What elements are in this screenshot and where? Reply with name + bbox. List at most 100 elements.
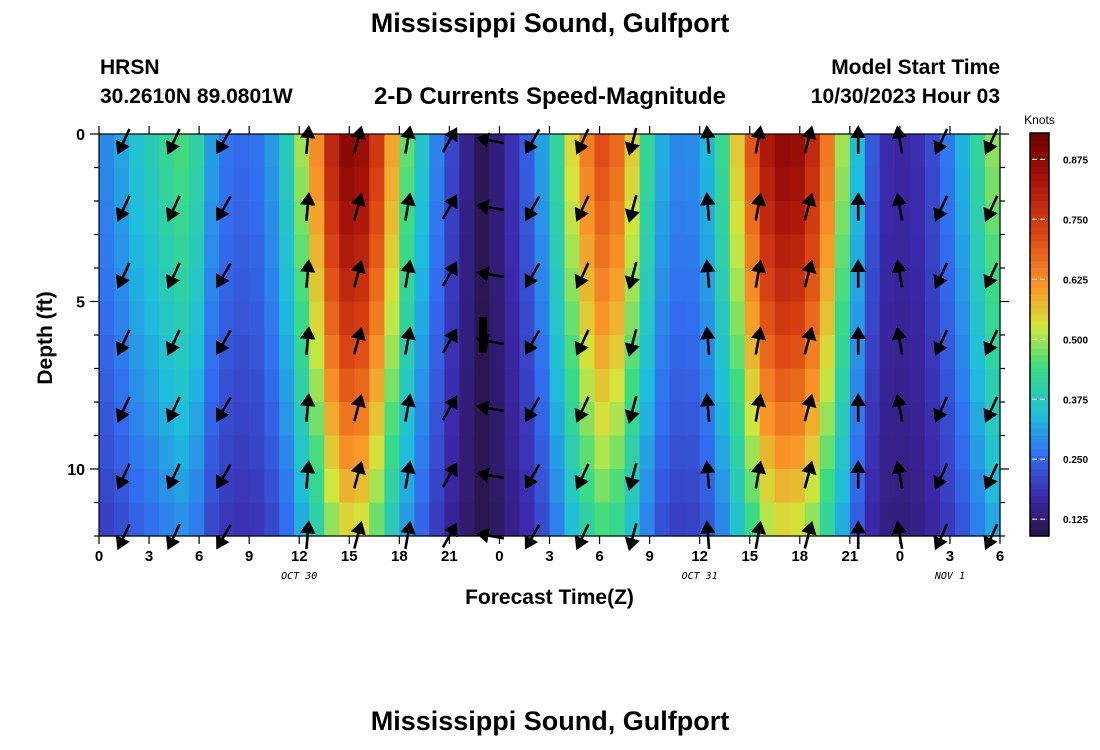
colorbar-segment [1030,482,1049,490]
heatmap-cell [669,268,686,303]
colorbar-tick-label: 0.625 [1063,275,1088,286]
heatmap-cell [504,335,521,370]
heatmap-cell [204,167,220,202]
heatmap-cell [879,201,896,236]
heatmap-cell [819,435,836,470]
heatmap-cell [714,201,731,236]
heatmap-cell [699,402,716,437]
heatmap-cell [234,301,250,336]
colorbar-segment [1030,475,1049,483]
heatmap-cell [474,502,491,537]
heatmap-cell [474,167,491,202]
heatmap-cell [264,268,280,303]
heatmap-cell [609,469,626,504]
heatmap-cell [969,335,986,370]
heatmap-cell [534,201,551,236]
heatmap-cell [294,268,310,303]
x-tick-label: 3 [946,548,954,565]
heatmap-cell [579,502,596,537]
heatmap-cell [159,435,175,470]
heatmap-cell [609,201,626,236]
heatmap-cell [789,268,806,303]
heatmap-cell [279,201,295,236]
heatmap-cell [234,469,250,504]
heatmap-cell [729,201,746,236]
colorbar-segment [1030,435,1049,443]
heatmap-cell [819,167,836,202]
colorbar-tick-label: 0.875 [1063,155,1088,166]
heatmap-cell [309,167,325,202]
heatmap-cell [189,268,205,303]
heatmap-cell [729,368,746,403]
heatmap-cell [384,402,400,437]
heatmap-cell [249,201,265,236]
heatmap-cell [624,435,641,470]
heatmap-cell [234,201,250,236]
heatmap-cell [864,234,881,269]
heatmap-cell [459,368,476,403]
heatmap-cell [744,435,761,470]
heatmap-cell [189,301,205,336]
heatmap-cell [609,435,626,470]
heatmap-cell [459,234,476,269]
colorbar-segment [1030,247,1049,255]
heatmap-cell [879,234,896,269]
heatmap-cell [789,469,806,504]
x-tick-label: 12 [291,548,308,565]
heatmap-cell [879,502,896,537]
heatmap-cell [384,502,400,537]
current-vector-arrow [983,396,999,423]
heatmap-cell [504,368,521,403]
heatmap-cell [369,268,385,303]
heatmap-cell [669,368,686,403]
heatmap-cell [789,234,806,269]
heatmap-cell [789,368,806,403]
heatmap-cell [864,469,881,504]
heatmap-cell [144,402,160,437]
date-label: OCT 31 [682,571,718,582]
heatmap-cell [864,335,881,370]
heatmap-cell [384,134,400,169]
heatmap-cell [954,234,971,269]
current-vector-arrow [933,463,949,490]
heatmap-cell [324,268,340,303]
colorbar-segment [1030,213,1049,221]
model-start-label: Model Start Time [831,56,1000,79]
heatmap-cell [429,402,445,437]
heatmap-cell [924,502,941,537]
heatmap-cell [684,201,701,236]
heatmap-cell [369,234,385,269]
heatmap-cell [519,234,536,269]
heatmap-cell [159,502,175,537]
forecast-marker [478,317,487,353]
heatmap-cell [939,435,956,470]
heatmap-cell [594,201,611,236]
heatmap-cell [654,335,671,370]
heatmap-cell [924,368,941,403]
current-vector-arrow [801,393,817,422]
colorbar-segment [1030,522,1049,530]
heatmap-cell [954,201,971,236]
heatmap-cell [834,368,851,403]
current-vector-arrow [801,259,817,288]
heatmap-cell [474,368,491,403]
current-vector-arrow [350,192,366,221]
heatmap-cell [129,201,145,236]
heatmap-cell [249,335,265,370]
heatmap-cell [594,435,611,470]
heatmap-cell [114,167,130,202]
heatmap-cell [534,234,551,269]
heatmap-cell [339,234,355,269]
heatmap-cell [444,368,460,403]
model-start-time: 10/30/2023 Hour 03 [810,85,1000,108]
heatmap-cell [99,234,115,269]
heatmap-cell [249,502,265,537]
heatmap-cell [804,502,821,537]
heatmap-cell [759,469,776,504]
heatmap-cell [429,167,445,202]
x-tick-label: 0 [495,548,503,565]
heatmap-cell [114,368,130,403]
heatmap-cell [99,368,115,403]
current-vector-arrow [165,396,181,423]
heatmap-cell [864,502,881,537]
